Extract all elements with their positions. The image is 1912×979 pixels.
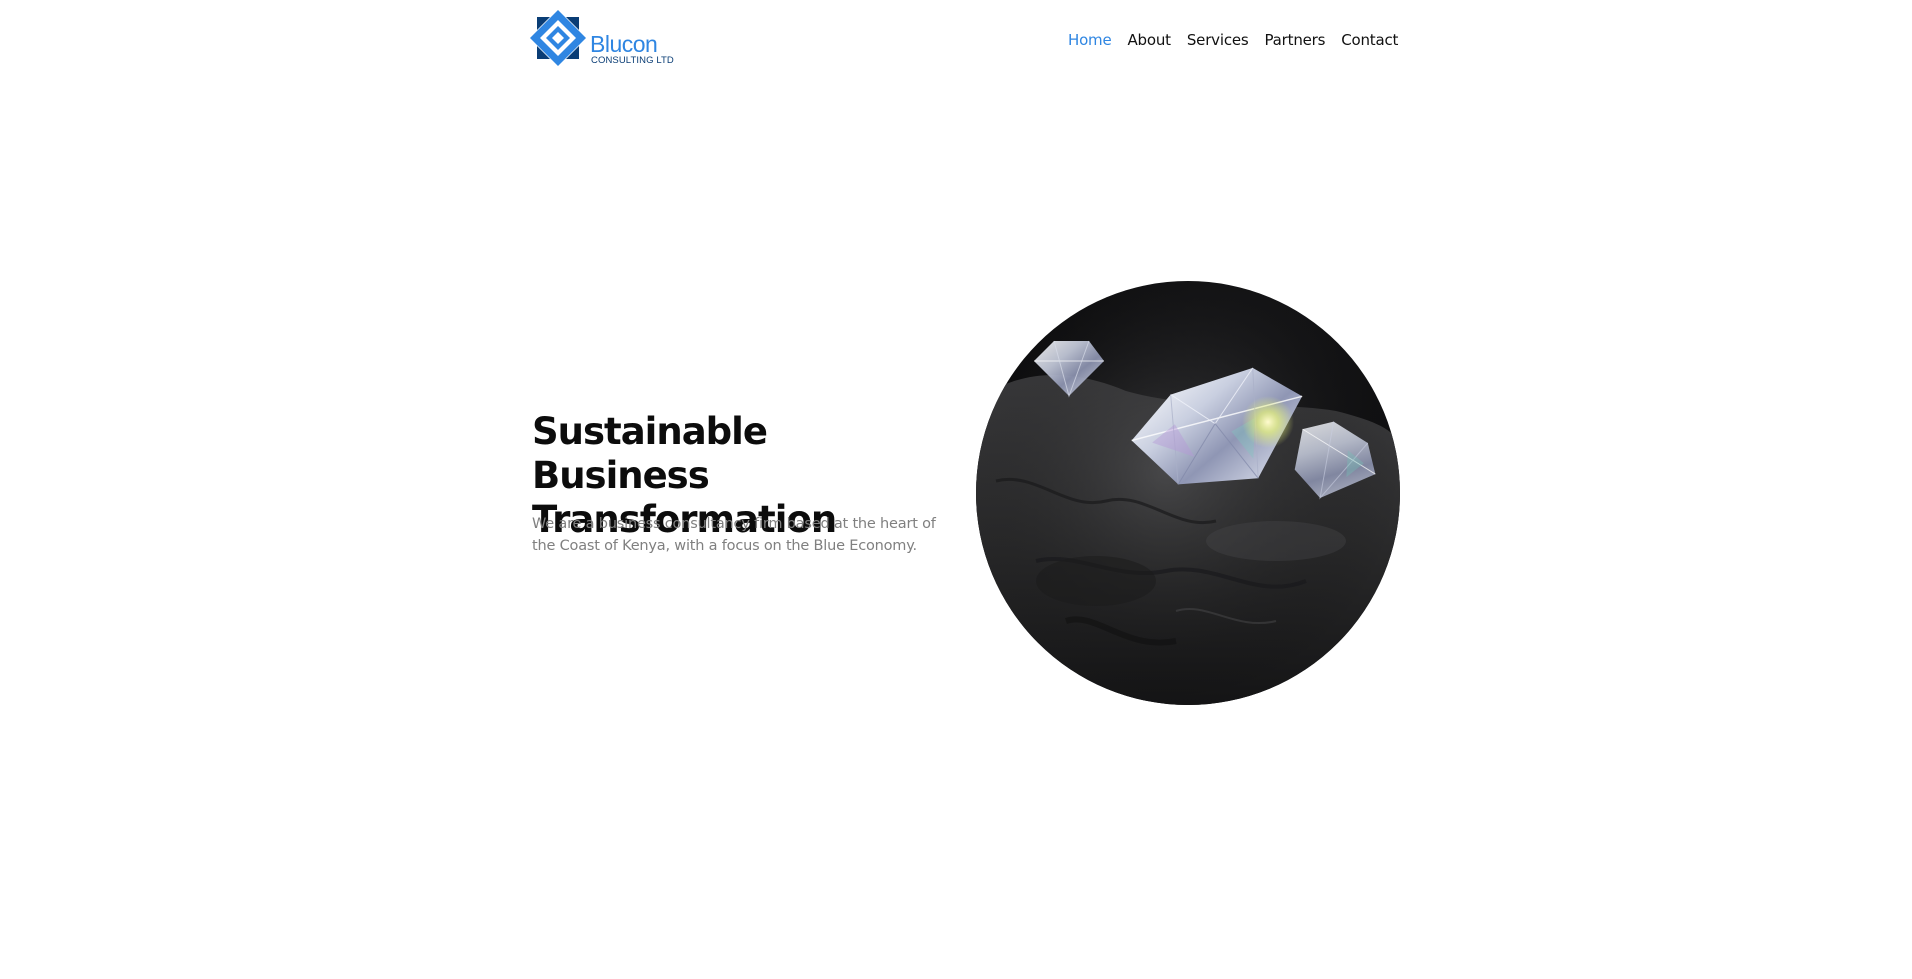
nav-services[interactable]: Services — [1186, 31, 1249, 49]
nav-about[interactable]: About — [1127, 31, 1172, 49]
logo-link[interactable]: Blucon CONSULTING LTD — [528, 8, 678, 70]
logo-diamond-icon — [530, 10, 586, 66]
hero-image — [976, 281, 1400, 705]
logo-tagline: CONSULTING LTD — [591, 55, 674, 66]
logo-name: Blucon — [590, 31, 658, 57]
nav-home[interactable]: Home — [1068, 31, 1112, 49]
main-nav: Home About Services Partners Contact — [1068, 29, 1398, 51]
hero-subtitle: We are a business consultancy firm based… — [532, 516, 936, 554]
nav-contact[interactable]: Contact — [1341, 31, 1399, 49]
diamonds-on-rock-image — [976, 281, 1400, 705]
nav-partners[interactable]: Partners — [1264, 31, 1326, 49]
hero-title: Sustainable Business Transformation — [532, 410, 837, 541]
